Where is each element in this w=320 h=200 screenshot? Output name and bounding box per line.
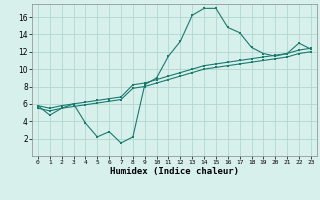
X-axis label: Humidex (Indice chaleur): Humidex (Indice chaleur) [110, 167, 239, 176]
